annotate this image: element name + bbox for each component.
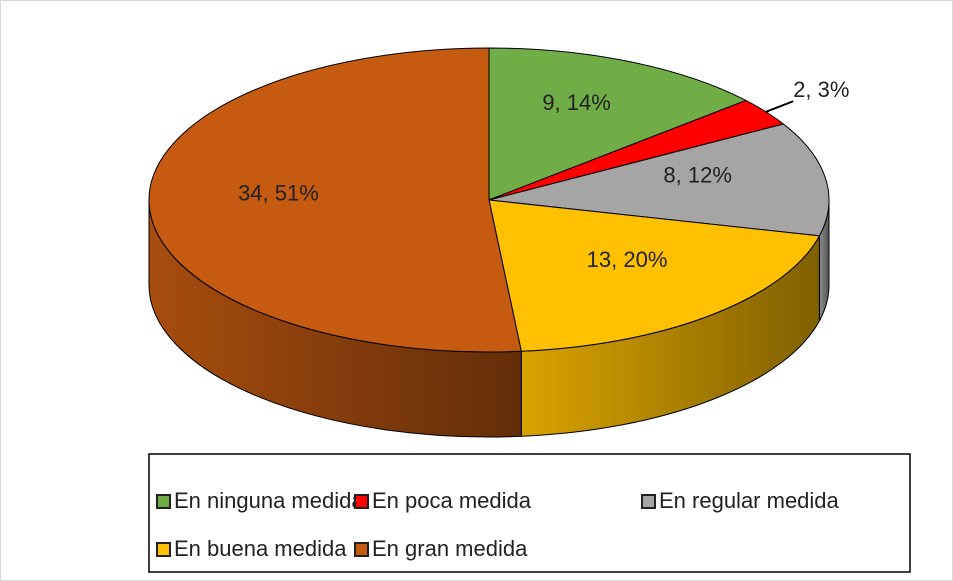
pie-slice xyxy=(488,123,830,237)
legend: En ninguna medida En poca medida En regula… xyxy=(156,488,840,561)
legend-label: En regular medida xyxy=(659,488,840,513)
leader-line xyxy=(765,100,794,113)
legend-swatch xyxy=(156,542,171,557)
pie-slice xyxy=(148,47,522,353)
data-labels: 9, 14% 2, 3% 8, 12% 13, 20% 34, 51% xyxy=(238,77,849,272)
legend-label: En poca medida xyxy=(372,488,532,513)
data-label: 34, 51% xyxy=(238,180,319,205)
pie-tops xyxy=(148,47,830,353)
legend-swatch xyxy=(354,494,369,509)
data-label: 13, 20% xyxy=(587,247,668,272)
legend-label: En gran medida xyxy=(372,536,528,561)
pie-slice xyxy=(488,199,821,352)
legend-swatch xyxy=(354,542,369,557)
legend-label: En ninguna medida xyxy=(174,488,364,513)
legend-swatch xyxy=(156,494,171,509)
legend-box xyxy=(148,453,911,573)
legend-swatch xyxy=(641,494,656,509)
data-label: 9, 14% xyxy=(542,90,611,115)
data-label: 8, 12% xyxy=(663,162,732,187)
pie-slice xyxy=(488,47,748,201)
data-label: 2, 3% xyxy=(793,77,849,102)
legend-label: En buena medida xyxy=(174,536,347,561)
